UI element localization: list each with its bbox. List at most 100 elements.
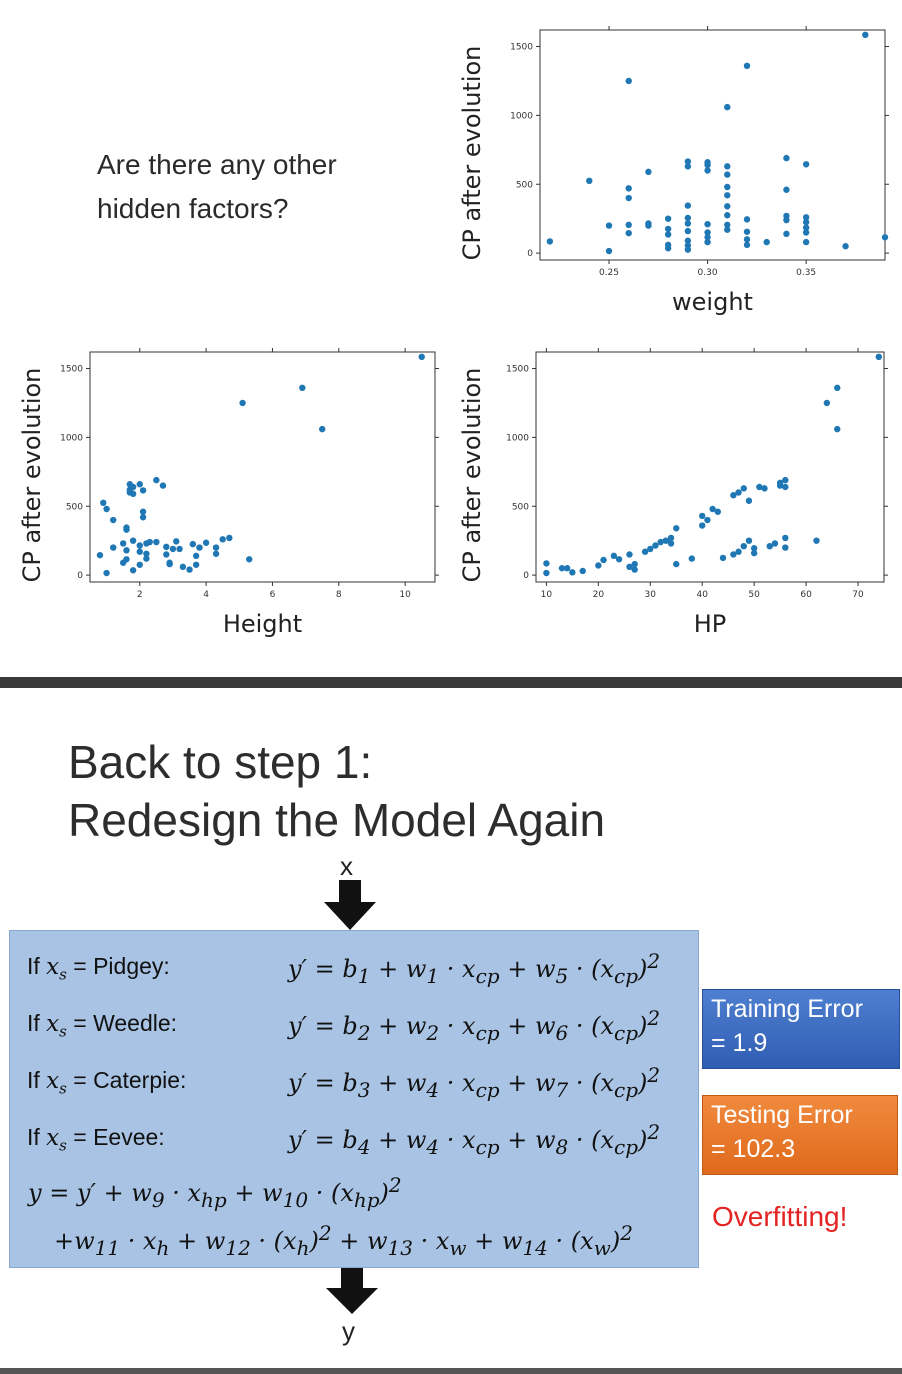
training-error-title: Training Error bbox=[711, 995, 863, 1023]
y-tick-label: 1500 bbox=[510, 43, 533, 53]
data-point bbox=[704, 220, 711, 228]
axes-frame bbox=[539, 29, 886, 261]
data-point bbox=[139, 514, 147, 521]
data-point bbox=[745, 497, 753, 504]
data-point bbox=[743, 228, 751, 235]
data-point bbox=[664, 215, 672, 222]
data-point bbox=[802, 229, 810, 236]
data-point bbox=[176, 545, 183, 553]
data-point bbox=[645, 222, 652, 229]
data-point bbox=[724, 212, 731, 219]
equation-caterpie: y′ = b3 + w4 · xcp + w7 · (xcp)2 bbox=[288, 1063, 661, 1102]
data-point bbox=[246, 556, 253, 563]
data-point bbox=[684, 237, 692, 244]
data-point bbox=[569, 569, 576, 576]
down-arrow-output-icon bbox=[326, 1268, 378, 1314]
testing-error-box: Testing Error = 102.3 bbox=[702, 1095, 898, 1175]
data-point bbox=[783, 186, 790, 193]
data-point bbox=[750, 545, 758, 552]
data-point bbox=[750, 549, 758, 557]
data-point bbox=[783, 230, 790, 238]
data-point bbox=[543, 569, 550, 577]
data-point bbox=[667, 540, 675, 547]
data-point bbox=[139, 508, 147, 515]
question-line-1: Are there any other bbox=[97, 149, 337, 180]
data-point bbox=[699, 512, 706, 520]
data-point bbox=[735, 548, 742, 555]
data-point bbox=[756, 483, 763, 491]
data-point bbox=[673, 560, 680, 568]
data-point bbox=[743, 236, 751, 243]
condition-pidgey: If xs = Pidgey: bbox=[27, 953, 170, 984]
data-point bbox=[783, 216, 790, 224]
x-tick-label: 2 bbox=[137, 590, 143, 600]
equation-output: y = y′ + w9 · xhp + w10 · (xhp)2 bbox=[28, 1173, 402, 1212]
model-equation-box: If xs = Pidgey: If xs = Weedle: If xs = … bbox=[9, 930, 699, 1268]
x-tick-label: 6 bbox=[270, 590, 276, 600]
data-point bbox=[586, 177, 593, 185]
data-point bbox=[192, 552, 200, 560]
data-point bbox=[782, 534, 789, 542]
data-point bbox=[782, 483, 789, 491]
data-point bbox=[684, 246, 692, 253]
y-tick-label: 0 bbox=[527, 249, 533, 259]
condition-weedle-label: = Weedle: bbox=[73, 1010, 178, 1036]
condition-eevee: If xs = Eevee: bbox=[27, 1124, 165, 1155]
data-point bbox=[684, 163, 692, 170]
data-point bbox=[631, 566, 638, 573]
data-point bbox=[226, 534, 233, 542]
section-divider bbox=[0, 677, 902, 688]
y-tick-label: 0 bbox=[77, 571, 83, 581]
data-point bbox=[625, 77, 632, 85]
data-point bbox=[699, 522, 706, 529]
data-point bbox=[740, 542, 747, 550]
data-point bbox=[595, 562, 602, 569]
data-point bbox=[615, 556, 623, 563]
data-point bbox=[418, 353, 425, 361]
data-point bbox=[163, 543, 170, 551]
data-point bbox=[743, 241, 751, 249]
condition-pidgey-label: = Pidgey: bbox=[73, 953, 170, 979]
data-point bbox=[673, 525, 680, 532]
data-point bbox=[782, 544, 789, 551]
data-point bbox=[684, 158, 692, 165]
data-point bbox=[625, 221, 632, 229]
data-point bbox=[579, 567, 586, 575]
data-point bbox=[875, 353, 883, 361]
data-point bbox=[834, 384, 841, 392]
data-point bbox=[96, 551, 104, 559]
x-tick-label: 8 bbox=[336, 590, 342, 600]
data-point bbox=[631, 560, 638, 568]
data-point bbox=[219, 536, 226, 543]
data-point bbox=[724, 163, 731, 170]
data-point bbox=[724, 171, 731, 178]
data-point bbox=[657, 538, 664, 546]
data-point bbox=[173, 538, 180, 545]
data-point bbox=[704, 167, 711, 174]
data-point bbox=[129, 490, 137, 498]
data-point bbox=[319, 425, 326, 433]
data-point bbox=[763, 238, 770, 246]
data-point bbox=[662, 537, 670, 544]
data-point bbox=[766, 542, 773, 550]
x-tick-label: 0.25 bbox=[599, 268, 619, 278]
data-point bbox=[704, 161, 711, 169]
x-tick-label: 40 bbox=[696, 590, 708, 600]
data-point bbox=[129, 567, 137, 574]
data-point bbox=[146, 538, 153, 546]
data-point bbox=[123, 526, 130, 533]
data-point bbox=[740, 485, 747, 492]
data-point bbox=[761, 485, 768, 492]
equation-pidgey: y′ = b1 + w1 · xcp + w5 · (xcp)2 bbox=[288, 949, 661, 988]
y-tick-label: 500 bbox=[512, 502, 529, 512]
data-point bbox=[813, 537, 820, 544]
condition-caterpie: If xs = Caterpie: bbox=[27, 1067, 187, 1098]
data-point bbox=[709, 505, 716, 513]
axes-frame bbox=[535, 351, 885, 583]
data-point bbox=[100, 499, 107, 507]
data-point bbox=[743, 216, 751, 223]
down-arrow-icon bbox=[324, 880, 376, 930]
x-tick-label: 0.30 bbox=[698, 268, 718, 278]
data-point bbox=[299, 384, 306, 392]
data-point bbox=[704, 234, 711, 241]
